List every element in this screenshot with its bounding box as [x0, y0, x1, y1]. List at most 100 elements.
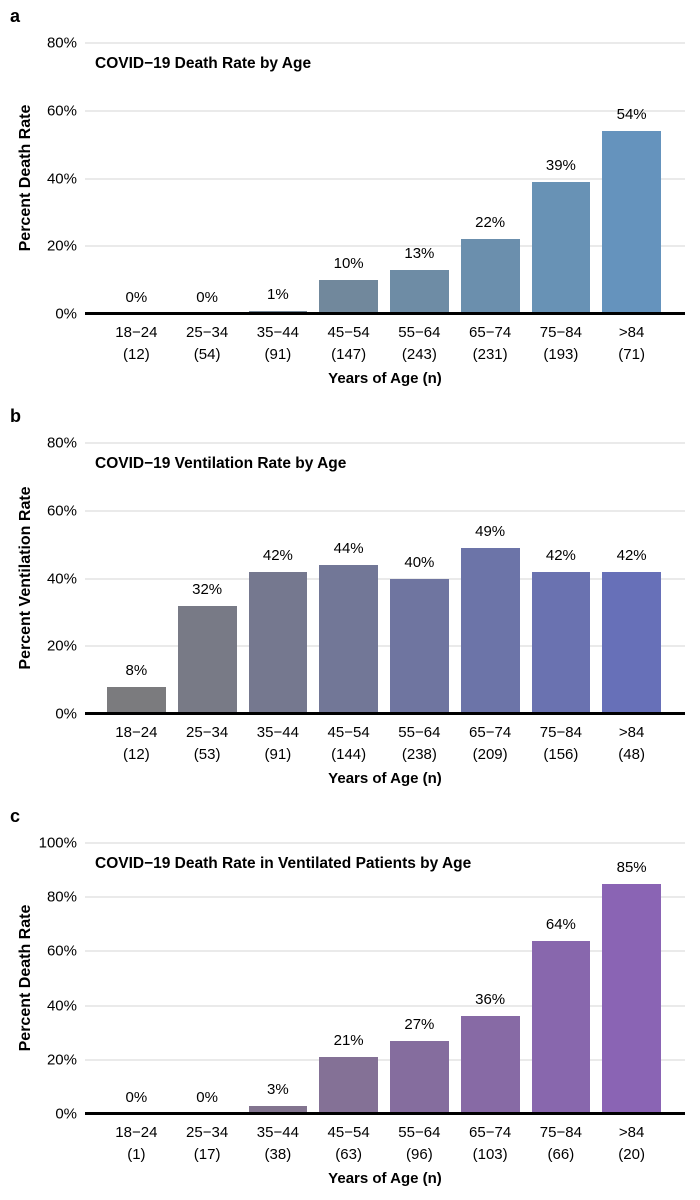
bar — [460, 548, 520, 714]
sample-size-label: (147) — [331, 346, 367, 363]
age-range-label: 45−54 — [327, 324, 370, 341]
bar-slot: 3% — [248, 843, 308, 1114]
y-tick-label: 40% — [46, 997, 77, 1015]
age-range-label: 25−34 — [186, 1124, 229, 1141]
plot-area: COVID−19 Death Rate by Age 0% 0% 1% 10% 13% 2… — [85, 42, 685, 315]
sample-size-label: (66) — [547, 1146, 575, 1163]
bar-slot: 0% — [107, 843, 166, 1114]
bar-value-label: 85% — [616, 858, 647, 876]
x-axis-title: Years of Age (n) — [328, 770, 442, 787]
chart-title: COVID−19 Death Rate by Age — [95, 55, 312, 72]
bar — [319, 1057, 378, 1114]
sample-size-label: (17) — [193, 1146, 221, 1163]
x-tick-label: 18−24 (12) — [107, 322, 166, 366]
sample-size-label: (209) — [472, 746, 508, 763]
x-tick-labels: 18−24 (1) 25−34 (17) 35−44 (38) 45−54 (63) 55−64… — [85, 1122, 685, 1166]
x-tick-label: 35−44 (91) — [249, 722, 308, 766]
bar — [460, 239, 520, 314]
x-tick-label: 75−84 (66) — [532, 1122, 591, 1166]
x-axis-line — [85, 712, 685, 715]
age-range-label: 75−84 — [539, 724, 582, 741]
age-range-label: 65−74 — [469, 724, 512, 741]
y-tick-label: 40% — [46, 170, 77, 187]
bars: 8% 32% 42% 44% 40% 49% 42% 42% — [85, 443, 685, 714]
chart-title: COVID−19 Ventilation Rate by Age — [95, 455, 347, 472]
x-tick-label: 75−84 (156) — [532, 722, 591, 766]
sample-size-label: (71) — [618, 346, 645, 363]
sample-size-label: (231) — [472, 346, 508, 363]
gridline — [85, 178, 685, 179]
x-tick-label: 55−64 (243) — [390, 322, 449, 366]
x-axis-title: Years of Age (n) — [328, 370, 442, 387]
gridline — [85, 896, 685, 898]
x-axis-line — [85, 312, 685, 315]
gridline — [85, 645, 685, 647]
bar-slot: 40% — [390, 443, 449, 714]
x-tick-label: 55−64 (96) — [390, 1122, 449, 1166]
y-tick-label: 0% — [55, 1105, 77, 1123]
bar-slot: 44% — [319, 443, 378, 714]
bar-value-label: 49% — [475, 523, 506, 541]
x-tick-label: 45−54 (63) — [319, 1122, 378, 1166]
y-tick-label: 80% — [46, 888, 77, 906]
bar-value-label: 42% — [616, 546, 647, 564]
bar — [248, 1105, 308, 1114]
age-range-label: >84 — [618, 1124, 645, 1141]
sample-size-label: (193) — [543, 346, 579, 363]
y-tick-label: 0% — [55, 705, 77, 723]
x-tick-labels: 18−24 (12) 25−34 (54) 35−44 (91) 45−54 (147) 55−… — [85, 322, 685, 366]
sample-size-label: (12) — [123, 346, 150, 363]
sample-size-label: (144) — [331, 746, 367, 763]
bar-slot: 8% — [107, 443, 166, 714]
bar — [531, 940, 591, 1114]
sample-size-label: (54) — [193, 346, 221, 363]
age-range-label: 18−24 — [115, 324, 158, 341]
bar-value-label: 42% — [262, 546, 293, 564]
bar-slot: 64% — [531, 843, 591, 1114]
sample-size-label: (243) — [401, 346, 437, 363]
y-tick-label: 20% — [46, 637, 77, 655]
bars: 0% 0% 1% 10% 13% 22% 39% 54% — [85, 43, 685, 314]
bar-value-label: 32% — [192, 580, 223, 598]
age-range-label: 18−24 — [115, 1124, 158, 1141]
bar — [460, 1016, 520, 1114]
bar-value-label: 54% — [616, 106, 647, 124]
sample-size-label: (96) — [406, 1146, 433, 1163]
bar-value-label: 44% — [333, 539, 364, 557]
x-tick-label: 65−74 (231) — [461, 322, 520, 366]
age-range-label: 18−24 — [115, 724, 158, 741]
age-range-label: 75−84 — [539, 1124, 582, 1141]
x-tick-label: 35−44 (91) — [249, 322, 308, 366]
bar-value-label: 40% — [404, 553, 435, 571]
x-tick-label: 45−54 (147) — [319, 322, 378, 366]
bar-slot: 42% — [602, 443, 661, 714]
x-tick-labels: 18−24 (12) 25−34 (53) 35−44 (91) 45−54 (144) 55−… — [85, 722, 685, 766]
sample-size-label: (63) — [335, 1146, 362, 1163]
bar-slot: 54% — [602, 43, 661, 314]
age-range-label: 35−44 — [256, 324, 299, 341]
bar-value-label: 39% — [545, 156, 576, 174]
bar-slot: 39% — [531, 43, 591, 314]
bar — [319, 564, 378, 714]
age-range-label: 45−54 — [327, 1124, 370, 1141]
sample-size-label: (1) — [127, 1146, 146, 1163]
y-tick-label: 60% — [46, 502, 77, 520]
x-tick-label: >84 (20) — [602, 1122, 661, 1166]
gridline — [85, 42, 685, 44]
age-range-label: 65−74 — [469, 324, 512, 341]
gridline — [85, 442, 685, 444]
sample-size-label: (12) — [123, 746, 150, 763]
x-tick-label: 35−44 (38) — [249, 1122, 308, 1166]
gridline — [85, 950, 685, 952]
age-range-label: 35−44 — [256, 724, 299, 741]
age-range-label: 65−74 — [469, 1124, 512, 1141]
age-range-label: 75−84 — [539, 324, 582, 341]
gridline — [85, 1005, 685, 1007]
bar-value-label: 3% — [267, 1080, 289, 1098]
bar-slot: 13% — [390, 43, 449, 314]
x-tick-label: 45−54 (144) — [319, 722, 378, 766]
gridline — [85, 842, 685, 844]
bar — [602, 883, 661, 1114]
bar-value-label: 10% — [333, 255, 364, 273]
bar — [248, 571, 308, 714]
